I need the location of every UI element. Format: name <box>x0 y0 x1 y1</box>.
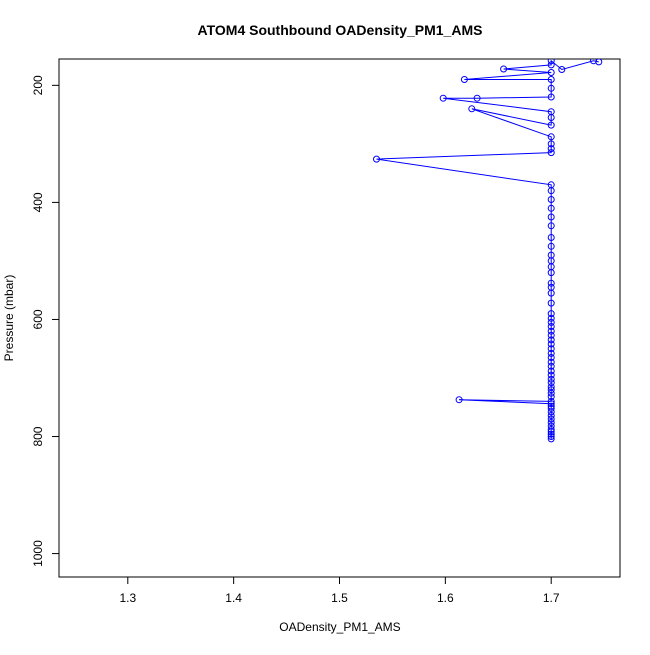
y-tick-label: 1000 <box>31 540 45 567</box>
data-point <box>547 402 555 410</box>
data-point <box>547 222 555 230</box>
data-point <box>547 345 555 353</box>
data-point <box>547 283 555 291</box>
data-point <box>468 105 476 113</box>
y-tick-label: 400 <box>31 192 45 212</box>
y-tick-label: 600 <box>31 309 45 329</box>
x-tick-label: 1.6 <box>437 591 454 605</box>
data-point <box>547 327 555 335</box>
data-point <box>547 149 555 157</box>
data-point <box>547 354 555 361</box>
data-point <box>547 299 555 307</box>
data-point <box>558 66 566 73</box>
data-point <box>547 422 555 430</box>
data-point <box>547 367 555 375</box>
data-point <box>547 400 555 408</box>
data-point <box>373 155 380 163</box>
data-point <box>547 371 555 379</box>
data-point <box>473 94 481 102</box>
data-point <box>439 94 447 102</box>
data-point <box>547 412 555 419</box>
data-point <box>595 59 603 66</box>
data-point <box>547 435 555 443</box>
data-point <box>547 196 555 203</box>
series-line <box>376 59 599 439</box>
data-point <box>547 415 555 423</box>
data-point <box>460 76 468 83</box>
data-point <box>547 121 555 129</box>
data-point <box>547 314 555 322</box>
data-point <box>455 396 463 404</box>
x-tick-label: 1.5 <box>331 591 348 605</box>
data-point <box>547 358 555 366</box>
y-tick-label: 200 <box>31 75 45 95</box>
data-point <box>547 181 555 189</box>
chart-title: ATOM4 Southbound OADensity_PM1_AMS <box>198 22 483 38</box>
data-point <box>547 93 555 101</box>
x-tick-label: 1.4 <box>225 591 242 605</box>
data-point <box>547 234 555 241</box>
data-point <box>547 362 555 370</box>
data-point <box>547 213 555 221</box>
data-point <box>547 336 555 344</box>
data-point <box>547 279 555 287</box>
data-point <box>547 69 555 76</box>
y-tick-label: 800 <box>31 426 45 446</box>
data-point <box>547 404 555 412</box>
data-point <box>547 318 555 326</box>
data-point <box>547 76 555 83</box>
data-point <box>547 349 555 357</box>
x-axis: 1.3 1.4 1.5 1.6 1.7 <box>119 576 560 605</box>
x-axis-label: OADensity_PM1_AMS <box>279 620 400 634</box>
y-axis: 200 400 600 800 1000 <box>31 75 60 567</box>
data-point <box>547 430 555 438</box>
data-point <box>547 251 555 259</box>
data-point <box>547 331 555 339</box>
data-point <box>547 383 555 391</box>
data-point <box>547 340 555 348</box>
x-tick-label: 1.3 <box>119 591 136 605</box>
data-point <box>547 386 555 394</box>
data-point <box>547 419 555 426</box>
data-point <box>547 310 555 318</box>
data-point <box>547 204 555 212</box>
data-point <box>547 323 555 330</box>
data-point <box>547 140 555 148</box>
data-point <box>547 379 555 387</box>
x-tick-label: 1.7 <box>543 591 560 605</box>
data-point <box>590 59 597 65</box>
data-point <box>547 393 555 401</box>
data-point <box>547 426 555 433</box>
data-point <box>547 145 555 153</box>
data-point <box>547 133 555 141</box>
data-point <box>547 84 555 92</box>
data-point <box>547 375 555 383</box>
series-layer <box>373 59 603 443</box>
data-point <box>547 433 555 440</box>
data-point <box>547 397 555 405</box>
data-point <box>547 108 555 116</box>
data-point <box>547 61 555 69</box>
data-point <box>500 65 508 73</box>
y-axis-label: Pressure (mbar) <box>2 275 16 362</box>
data-point <box>547 242 555 250</box>
data-point <box>547 59 555 65</box>
